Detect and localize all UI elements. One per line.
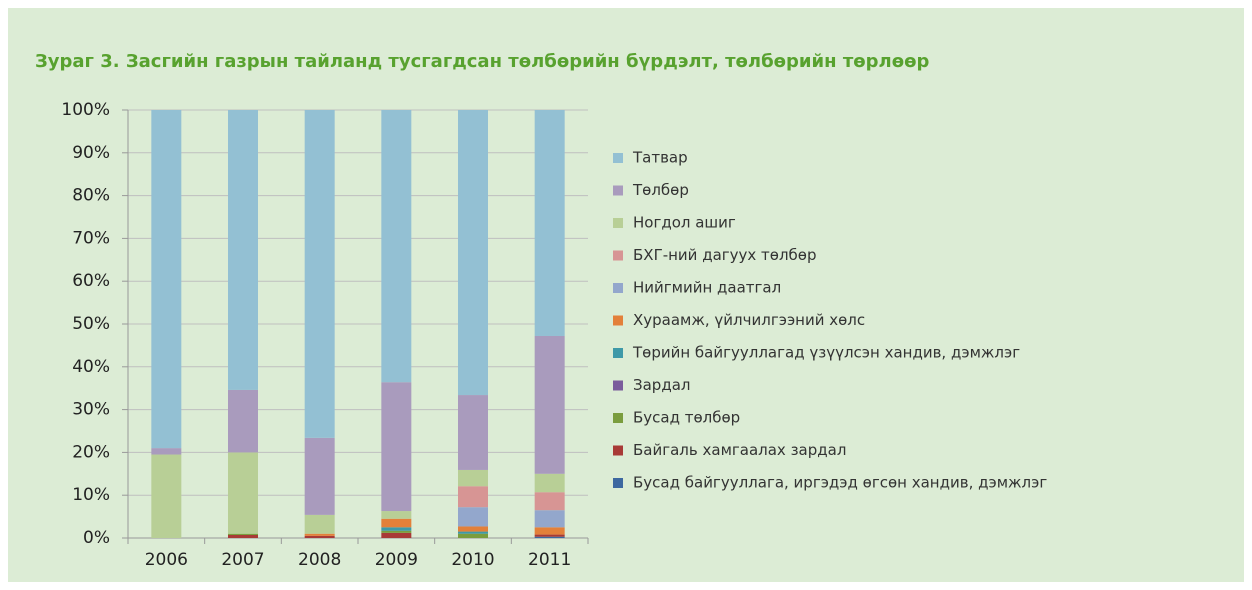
bar-segment bbox=[458, 469, 488, 487]
x-tick-label: 2009 bbox=[375, 550, 418, 570]
legend-label: Хураамж, үйлчилгээний хөлс bbox=[633, 311, 865, 329]
y-tick-label: 20% bbox=[72, 442, 110, 462]
bar-segment bbox=[151, 454, 182, 538]
bar-segment bbox=[458, 531, 488, 534]
bar-segment bbox=[534, 536, 565, 538]
bar-segment bbox=[304, 514, 335, 534]
bar-segment bbox=[381, 518, 412, 528]
legend-label: БХГ-ний дагуух төлбөр bbox=[633, 246, 817, 264]
legend-swatch bbox=[613, 478, 623, 488]
panel bbox=[8, 8, 1244, 582]
bar-segment bbox=[534, 527, 565, 535]
legend-swatch bbox=[613, 218, 623, 228]
bar-segment bbox=[458, 486, 488, 508]
y-tick-label: 30% bbox=[72, 400, 110, 420]
bar-segment bbox=[458, 507, 488, 527]
bar-segment bbox=[304, 535, 335, 538]
legend-label: Бусад байгууллага, иргэдэд өгсөн хандив,… bbox=[633, 474, 1047, 492]
bar-segment bbox=[534, 492, 565, 511]
y-tick-label: 10% bbox=[72, 485, 110, 505]
legend-label: Нийгмийн даатгал bbox=[633, 279, 781, 297]
x-tick-label: 2008 bbox=[298, 550, 341, 570]
bar-segment bbox=[534, 473, 565, 493]
y-tick-label: 70% bbox=[72, 228, 110, 248]
legend-swatch bbox=[613, 348, 623, 358]
bar-segment bbox=[381, 532, 412, 538]
y-tick-label: 50% bbox=[72, 314, 110, 334]
legend-swatch bbox=[613, 250, 623, 261]
legend-swatch bbox=[613, 413, 623, 423]
bar-segment bbox=[228, 533, 258, 536]
chart-title: Зураг 3. Засгийн газрын тайланд тусгагдс… bbox=[35, 51, 929, 72]
bar-segment bbox=[228, 535, 258, 538]
legend-swatch bbox=[613, 445, 623, 456]
bar-segment bbox=[381, 110, 412, 383]
legend-swatch bbox=[613, 185, 623, 196]
bar-segment bbox=[228, 452, 258, 534]
y-tick-label: 40% bbox=[72, 357, 110, 377]
legend-label: Зардал bbox=[633, 376, 690, 394]
bar-segment bbox=[381, 530, 412, 533]
legend-swatch bbox=[613, 283, 623, 293]
x-tick-label: 2007 bbox=[221, 550, 264, 570]
x-tick-label: 2006 bbox=[145, 550, 188, 570]
x-tick-label: 2010 bbox=[451, 550, 494, 570]
bar-segment bbox=[534, 510, 565, 528]
bar-segment bbox=[304, 437, 335, 515]
legend-swatch bbox=[613, 380, 623, 391]
bar-segment bbox=[534, 534, 565, 537]
bar-segment bbox=[151, 110, 182, 449]
legend-swatch bbox=[613, 153, 623, 163]
bar-segment bbox=[304, 110, 335, 438]
bar-segment bbox=[304, 533, 335, 536]
bar-segment bbox=[151, 448, 182, 455]
bar-segment bbox=[381, 382, 412, 512]
bar-segment bbox=[228, 389, 258, 453]
y-tick-label: 100% bbox=[61, 100, 110, 120]
legend-label: Төрийн байгууллагад үзүүлсэн хандив, дэм… bbox=[632, 344, 1020, 362]
y-tick-label: 90% bbox=[72, 143, 110, 163]
y-tick-label: 60% bbox=[72, 271, 110, 291]
bar-segment bbox=[458, 533, 488, 538]
legend-label: Татвар bbox=[632, 149, 688, 167]
bar-segment bbox=[381, 511, 412, 519]
bar-segment bbox=[228, 110, 258, 390]
legend-swatch bbox=[613, 315, 623, 326]
legend-label: Бусад төлбөр bbox=[633, 409, 740, 427]
bar-segment bbox=[458, 395, 488, 470]
bar-segment bbox=[381, 527, 412, 531]
legend-label: Ногдол ашиг bbox=[633, 214, 736, 232]
bar-segment bbox=[534, 110, 565, 336]
legend-label: Байгаль хамгаалах зардал bbox=[633, 441, 846, 459]
legend-label: Төлбөр bbox=[632, 181, 689, 199]
x-tick-label: 2011 bbox=[528, 550, 571, 570]
bar-segment bbox=[458, 526, 488, 532]
bar-segment bbox=[458, 110, 488, 396]
y-tick-label: 80% bbox=[72, 186, 110, 206]
bar-segment bbox=[534, 335, 565, 474]
y-tick-label: 0% bbox=[83, 528, 110, 548]
